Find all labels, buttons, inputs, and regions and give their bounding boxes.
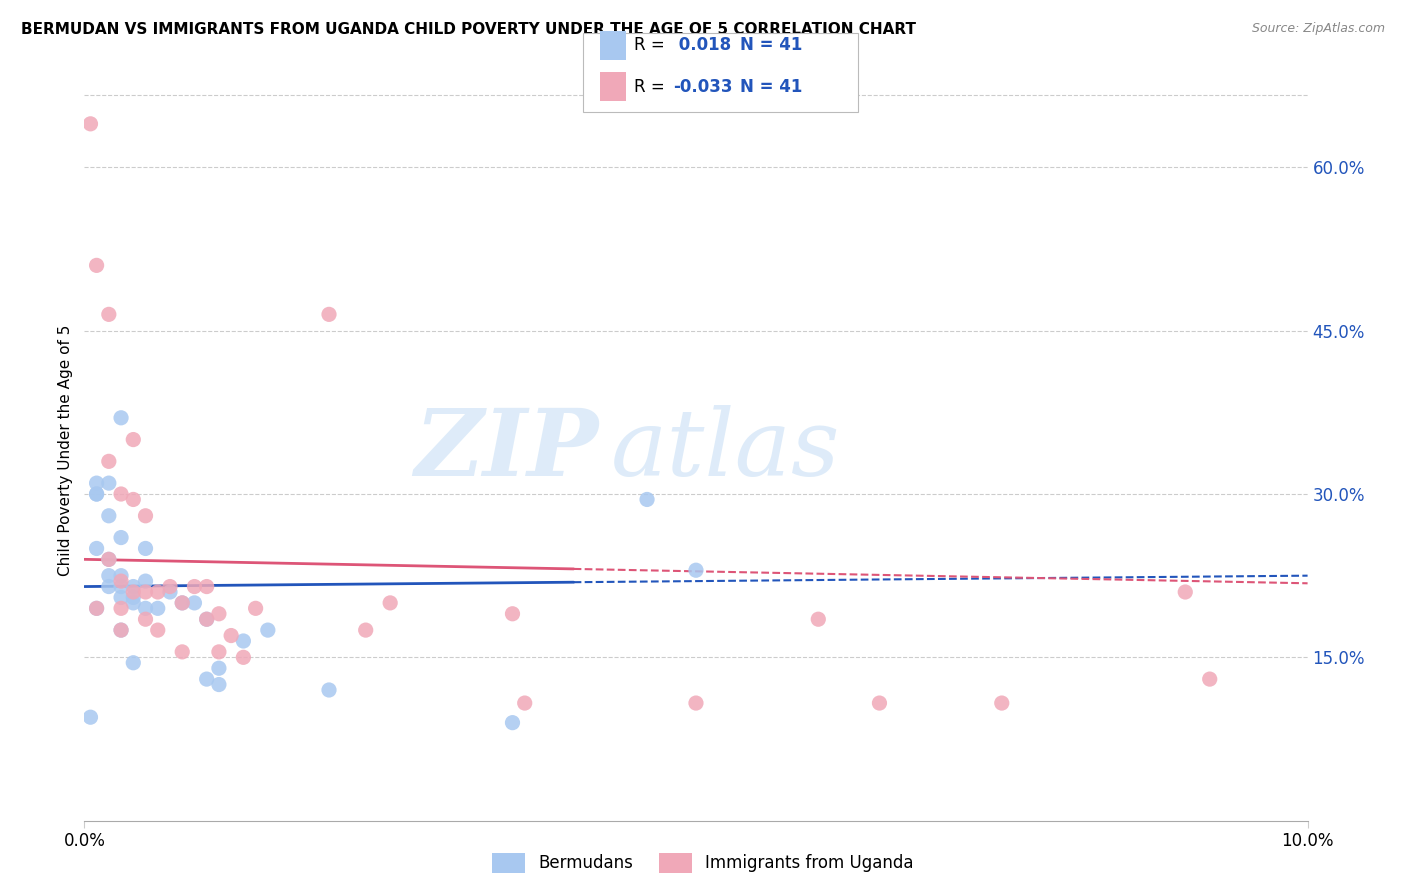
Point: [97, 307, 120, 321]
Point: [86, 487, 108, 501]
Point: [195, 612, 218, 626]
Point: [219, 628, 242, 642]
Y-axis label: Child Poverty Under the Age of 5: Child Poverty Under the Age of 5: [58, 325, 73, 576]
Point: [97, 454, 120, 468]
Point: [122, 580, 145, 594]
Point: [172, 645, 194, 659]
Point: [79, 710, 101, 724]
Point: [135, 585, 157, 599]
Text: -0.033: -0.033: [673, 78, 733, 95]
Point: [86, 259, 108, 273]
Point: [122, 591, 145, 605]
Point: [502, 607, 524, 621]
Text: 0.018: 0.018: [673, 37, 731, 54]
Point: [807, 612, 830, 626]
Point: [208, 677, 231, 691]
Point: [79, 117, 101, 131]
Point: [97, 552, 120, 566]
Legend: Bermudans, Immigrants from Uganda: Bermudans, Immigrants from Uganda: [485, 847, 921, 880]
Point: [110, 568, 132, 582]
Point: [146, 585, 169, 599]
Point: [195, 580, 218, 594]
Point: [991, 696, 1014, 710]
Point: [86, 476, 108, 491]
Point: [122, 656, 145, 670]
Point: [685, 563, 707, 577]
Text: N = 41: N = 41: [740, 37, 801, 54]
Point: [354, 623, 377, 637]
Point: [122, 492, 145, 507]
Text: R =: R =: [634, 37, 671, 54]
Point: [110, 623, 132, 637]
Point: [159, 585, 181, 599]
Point: [146, 601, 169, 615]
Text: ZIP: ZIP: [413, 406, 598, 495]
Point: [110, 487, 132, 501]
Point: [685, 696, 707, 710]
Point: [183, 580, 205, 594]
Point: [636, 492, 658, 507]
Point: [97, 552, 120, 566]
Text: Source: ZipAtlas.com: Source: ZipAtlas.com: [1251, 22, 1385, 36]
Point: [380, 596, 402, 610]
Text: atlas: atlas: [610, 406, 839, 495]
Point: [245, 601, 267, 615]
Point: [195, 672, 218, 686]
Point: [110, 531, 132, 545]
Point: [232, 634, 254, 648]
Point: [135, 612, 157, 626]
Text: R =: R =: [634, 78, 671, 95]
Point: [257, 623, 280, 637]
Point: [97, 476, 120, 491]
Point: [97, 580, 120, 594]
Point: [97, 508, 120, 523]
Point: [208, 607, 231, 621]
Text: N = 41: N = 41: [740, 78, 801, 95]
Point: [135, 541, 157, 556]
Point: [208, 645, 231, 659]
Point: [110, 574, 132, 588]
Point: [86, 601, 108, 615]
Point: [513, 696, 536, 710]
Point: [502, 715, 524, 730]
Point: [110, 601, 132, 615]
Point: [110, 410, 132, 425]
Point: [1174, 585, 1197, 599]
Point: [183, 596, 205, 610]
Point: [97, 568, 120, 582]
Point: [122, 585, 145, 599]
Point: [318, 307, 340, 321]
Point: [135, 574, 157, 588]
Point: [122, 433, 145, 447]
Point: [869, 696, 891, 710]
Point: [1198, 672, 1220, 686]
Point: [135, 601, 157, 615]
Point: [208, 661, 231, 675]
Point: [86, 487, 108, 501]
Point: [122, 596, 145, 610]
Point: [318, 683, 340, 698]
Point: [86, 601, 108, 615]
Point: [172, 596, 194, 610]
Point: [86, 541, 108, 556]
Point: [110, 591, 132, 605]
Point: [110, 623, 132, 637]
Point: [159, 580, 181, 594]
Point: [195, 612, 218, 626]
Point: [146, 623, 169, 637]
Point: [172, 596, 194, 610]
Point: [135, 508, 157, 523]
Point: [110, 580, 132, 594]
Text: BERMUDAN VS IMMIGRANTS FROM UGANDA CHILD POVERTY UNDER THE AGE OF 5 CORRELATION : BERMUDAN VS IMMIGRANTS FROM UGANDA CHILD…: [21, 22, 917, 37]
Point: [232, 650, 254, 665]
